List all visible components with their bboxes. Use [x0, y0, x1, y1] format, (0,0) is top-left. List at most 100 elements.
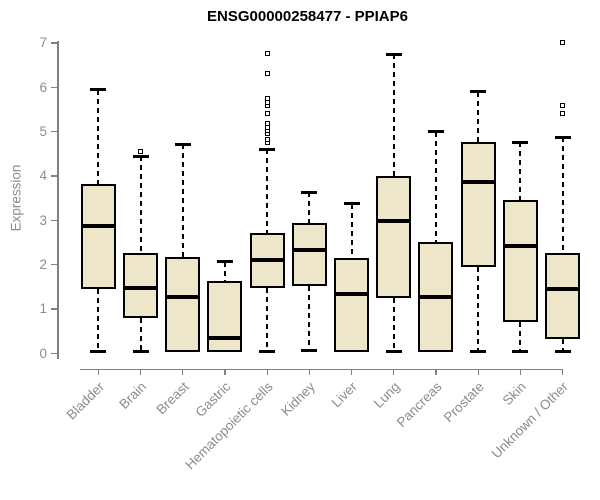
box-bladder	[80, 183, 116, 289]
upper-whisker-cap	[216, 260, 233, 264]
upper-whisker-cap	[259, 147, 276, 151]
lower-whisker	[139, 317, 142, 352]
lower-whisker-cap	[554, 349, 571, 353]
x-tick-label-text: Skin	[499, 379, 529, 409]
outlier-point	[560, 103, 565, 109]
x-tick	[519, 368, 521, 375]
x-tick	[139, 368, 142, 375]
x-tick-label-text: Breast	[153, 379, 192, 418]
y-tick	[51, 264, 57, 266]
upper-whisker-cap	[343, 202, 360, 206]
y-axis-line	[57, 41, 59, 359]
upper-whisker	[97, 89, 100, 184]
lower-whisker	[519, 322, 522, 352]
median-line	[249, 257, 285, 262]
x-tick-label-text: Prostate	[440, 379, 487, 426]
x-axis-line	[80, 368, 563, 370]
x-tick	[350, 368, 353, 375]
upper-whisker	[477, 91, 480, 143]
upper-whisker	[392, 54, 395, 176]
y-tick	[51, 352, 57, 354]
x-tick-label-text: Brain	[116, 379, 150, 412]
lower-whisker	[266, 287, 269, 352]
upper-whisker-cap	[90, 88, 107, 92]
y-tick	[51, 131, 57, 133]
upper-whisker-cap	[301, 190, 318, 194]
y-tick-label: 3	[39, 212, 47, 228]
y-tick-label: 1	[39, 301, 47, 317]
lower-whisker	[477, 267, 480, 352]
x-tick	[308, 368, 310, 375]
y-tick	[51, 219, 57, 221]
y-tick-label: 5	[39, 124, 47, 140]
lower-whisker	[392, 297, 395, 352]
x-tick	[224, 368, 226, 375]
y-tick-label: 7	[39, 35, 47, 51]
upper-whisker-cap	[427, 130, 444, 134]
upper-whisker	[308, 192, 311, 224]
y-tick	[51, 42, 57, 44]
outlier-point	[264, 111, 270, 117]
y-tick	[51, 86, 57, 89]
box-liver	[334, 257, 369, 352]
outlier-point	[560, 111, 565, 117]
median-line	[545, 287, 580, 292]
lower-whisker	[97, 289, 100, 352]
x-tick	[393, 368, 395, 375]
y-tick-label: 2	[39, 257, 47, 273]
lower-whisker-cap	[470, 349, 487, 353]
lower-whisker-cap	[90, 349, 107, 353]
lower-whisker-cap	[512, 349, 529, 353]
box-lung	[376, 175, 412, 298]
lower-whisker-cap	[301, 349, 318, 353]
x-tick-label-text: Kidney	[278, 379, 318, 419]
upper-whisker-cap	[554, 135, 571, 139]
x-tick	[97, 368, 99, 375]
median-line	[80, 223, 116, 228]
outlier-point	[138, 149, 143, 155]
upper-whisker	[561, 137, 564, 254]
median-line	[207, 335, 243, 340]
median-line	[334, 292, 369, 297]
upper-whisker-cap	[470, 90, 487, 94]
upper-whisker	[223, 261, 226, 282]
x-tick	[266, 368, 268, 375]
y-tick-label: 4	[39, 168, 47, 184]
y-tick-label: 0	[39, 345, 47, 361]
outlier-point	[264, 121, 270, 127]
y-tick	[51, 308, 57, 310]
box-gastric	[207, 281, 243, 352]
upper-whisker-cap	[132, 154, 149, 158]
upper-whisker	[266, 149, 269, 234]
box-kidney	[291, 223, 327, 286]
y-tick-label: 6	[39, 79, 47, 95]
upper-whisker	[434, 131, 437, 243]
box-brain	[123, 252, 158, 318]
lower-whisker	[308, 285, 311, 351]
box-skin	[502, 200, 538, 323]
upper-whisker	[519, 142, 522, 201]
median-line	[502, 244, 538, 249]
lower-whisker-cap	[132, 349, 149, 353]
x-tick	[477, 368, 479, 375]
x-tick-label-text: Gastric	[192, 379, 234, 420]
box-breast	[165, 257, 201, 352]
lower-whisker	[561, 339, 564, 352]
median-line	[123, 285, 158, 290]
x-tick	[182, 368, 184, 375]
upper-whisker	[181, 144, 184, 258]
upper-whisker-cap	[385, 52, 402, 56]
box-prostate	[460, 142, 496, 268]
median-line	[460, 179, 496, 184]
upper-whisker	[139, 156, 142, 253]
upper-whisker-cap	[174, 142, 191, 146]
upper-whisker	[350, 203, 353, 258]
median-line	[418, 294, 454, 299]
outlier-point	[264, 51, 270, 57]
median-line	[291, 248, 327, 252]
outlier-point	[264, 70, 270, 76]
outlier-point	[264, 137, 270, 143]
chart-title: ENSG00000258477 - PPIAP6	[207, 8, 408, 25]
outlier-point	[560, 39, 565, 45]
